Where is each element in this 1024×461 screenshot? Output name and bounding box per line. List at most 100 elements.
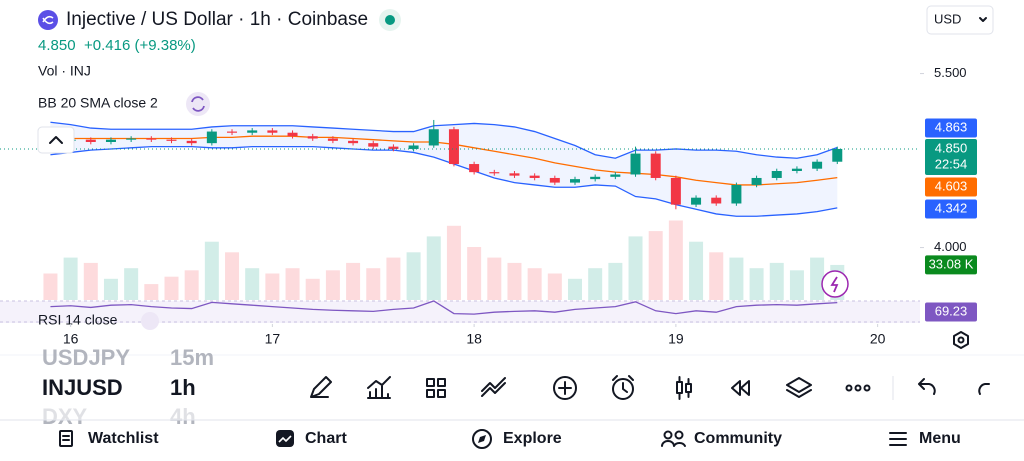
- volume-bar: [124, 268, 139, 300]
- price-label-text: 4.603: [935, 178, 968, 193]
- volume-bar: [527, 268, 542, 300]
- replay-tool[interactable]: [731, 380, 750, 396]
- volume-bar: [487, 257, 502, 300]
- x-tick-label: 18: [466, 331, 482, 347]
- nav-explore[interactable]: Explore: [472, 429, 562, 449]
- candle-body: [791, 168, 802, 172]
- candle-body: [509, 173, 520, 176]
- volume-bar: [668, 220, 683, 300]
- rsi-tag: [925, 302, 977, 322]
- bottom-nav: Watchlist Chart Explore Community Menu: [59, 429, 961, 449]
- indicator-label[interactable]: Vol · INJ: [38, 63, 91, 79]
- nav-community[interactable]: Community: [661, 430, 782, 447]
- bb-upper: [50, 121, 838, 159]
- compare-tool[interactable]: [481, 377, 506, 397]
- candle-body: [166, 139, 177, 141]
- price-label-text: 4.342: [935, 200, 968, 215]
- nav-label: Explore: [503, 430, 562, 447]
- volume-bar: [628, 236, 643, 300]
- volume-bar: [63, 257, 78, 300]
- toolbar: [310, 375, 990, 400]
- candle-body: [630, 153, 641, 175]
- volume-bar: [285, 268, 300, 300]
- nav-chart[interactable]: Chart: [276, 430, 347, 447]
- draw-tool[interactable]: [310, 376, 332, 398]
- bb-lower-tag: [925, 199, 977, 219]
- volume-bar: [144, 284, 159, 300]
- last-price: 4.850: [38, 37, 76, 54]
- interval[interactable]: 1h: [170, 375, 196, 400]
- market-status: [385, 15, 395, 25]
- volume-bar: [305, 278, 320, 300]
- nav-menu[interactable]: Menu: [889, 430, 961, 447]
- alert-tool[interactable]: [612, 375, 634, 400]
- symbol-logo: [38, 10, 58, 30]
- volume-bar: [467, 247, 482, 300]
- candle-body: [650, 153, 661, 178]
- volume-bar: [43, 273, 58, 300]
- candle-body: [186, 140, 197, 144]
- candle-body: [751, 177, 762, 185]
- add-symbol[interactable]: [553, 376, 577, 400]
- undo[interactable]: [918, 378, 936, 395]
- chart-type[interactable]: [676, 376, 692, 400]
- nav-label: Menu: [919, 430, 961, 447]
- collapse-legend[interactable]: [37, 126, 75, 154]
- currency-select[interactable]: [926, 5, 994, 35]
- rsi-layer: [50, 300, 838, 315]
- indicators-tool[interactable]: [367, 376, 391, 399]
- volume-bar: [729, 257, 744, 300]
- candle-body: [307, 136, 318, 139]
- candle-body: [832, 148, 843, 162]
- interval[interactable]: 15m: [170, 345, 214, 370]
- volume-bar: [103, 278, 118, 300]
- y-tick-label: 5.500: [934, 65, 967, 80]
- candle-body: [570, 179, 580, 183]
- candle-body: [549, 177, 560, 183]
- nav-watchlist[interactable]: Watchlist: [59, 430, 159, 447]
- candle-body: [812, 161, 823, 169]
- symbol[interactable]: INJUSD: [42, 375, 123, 400]
- bb-lower: [50, 145, 838, 217]
- more-tools[interactable]: [845, 384, 871, 392]
- volume-bar: [346, 262, 361, 300]
- chart-settings[interactable]: [953, 331, 969, 349]
- redo[interactable]: [978, 383, 990, 395]
- candle-body: [388, 146, 399, 149]
- volume-bar: [325, 270, 340, 300]
- volume-bar: [184, 270, 199, 300]
- x-tick-label: 16: [63, 331, 79, 347]
- nav-label: Community: [694, 430, 782, 447]
- nav-label: Watchlist: [88, 430, 159, 447]
- x-tick-label: 17: [265, 331, 281, 347]
- templates-tool[interactable]: [426, 378, 446, 398]
- alert-button[interactable]: [821, 270, 849, 298]
- symbol-title[interactable]: Injective / US Dollar · 1h · Coinbase: [66, 9, 368, 30]
- indicator-label[interactable]: BB 20 SMA close 2: [38, 95, 158, 111]
- layers-tool[interactable]: [786, 377, 812, 398]
- candle-body: [146, 138, 157, 140]
- candle-body: [610, 174, 621, 177]
- candle-body: [206, 131, 217, 144]
- candle-body: [247, 130, 258, 133]
- bb-fill: [50, 122, 838, 217]
- candle-body: [529, 175, 540, 178]
- volume-bar: [568, 278, 582, 300]
- indicator-label[interactable]: RSI 14 close: [38, 312, 118, 328]
- candle-body: [448, 129, 459, 165]
- candle-body: [489, 172, 500, 174]
- volume-bar: [789, 270, 804, 300]
- volume-bar: [446, 225, 461, 300]
- symbol[interactable]: USDJPY: [42, 345, 130, 370]
- price-label-text: 69.23: [935, 303, 968, 318]
- volume-bar: [769, 262, 784, 300]
- candle-body: [469, 164, 480, 173]
- bb-upper-tag: [925, 118, 977, 138]
- price-chart: [0, 119, 920, 300]
- volume-bar: [749, 268, 764, 300]
- currency-label: USD: [934, 11, 961, 26]
- volume-bar: [265, 273, 280, 300]
- x-tick-label: 20: [870, 331, 886, 347]
